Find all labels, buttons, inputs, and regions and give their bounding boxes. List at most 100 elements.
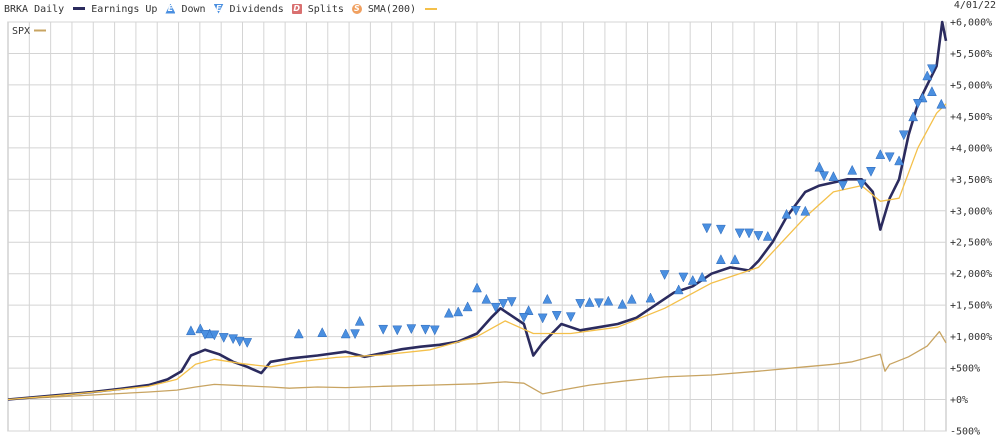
earnings-up-marker (908, 111, 919, 122)
earnings-down-marker (242, 338, 253, 348)
legend-sma: SMA(200) (368, 4, 438, 15)
y-tick-label: +5,000% (950, 80, 992, 91)
earnings-down-marker (234, 336, 245, 347)
earnings-down-marker (837, 180, 848, 191)
earnings-down-marker (565, 312, 576, 323)
earnings-down-marker (490, 302, 501, 313)
brka-line-swatch (73, 7, 86, 10)
earnings-down-marker (927, 64, 937, 75)
earnings-up-marker (186, 325, 196, 336)
earnings-down-marker (715, 224, 726, 235)
y-tick-label: +5,500% (950, 49, 992, 60)
earnings-up-marker (800, 205, 811, 216)
y-tick-label: +2,000% (950, 269, 992, 280)
earnings-up-marker (697, 271, 708, 282)
y-tick-label: +4,500% (950, 112, 992, 123)
earnings-down-marker (912, 99, 923, 109)
y-tick-label: +6,000% (950, 18, 992, 29)
legend-dividends: Dividends D (229, 3, 302, 15)
earnings-down-marker (884, 152, 895, 163)
earnings-up-marker (603, 295, 614, 306)
earnings-down-marker (350, 329, 360, 340)
earnings-up-marker (894, 155, 905, 166)
earnings-up-marker (453, 306, 464, 317)
sma-line-swatch (425, 7, 438, 10)
earnings-up-marker (715, 254, 726, 264)
earnings-up-marker (927, 86, 937, 96)
earnings-up-marker (293, 328, 304, 339)
earnings-up-marker (443, 307, 454, 318)
earnings-down-marker (551, 311, 562, 321)
legend-splits: Splits S (308, 3, 362, 15)
y-tick-label: +3,000% (950, 206, 992, 217)
earnings-down-marker (498, 299, 509, 309)
earnings-down-marker (209, 330, 220, 341)
y-tick-label: +0% (950, 395, 968, 406)
earnings-up-marker (762, 230, 773, 241)
earnings-up-marker (626, 293, 637, 304)
earnings-down-marker (791, 206, 801, 216)
y-tick-label: +3,500% (950, 175, 992, 186)
earnings-up-marker (936, 98, 947, 109)
earnings-down-marker (866, 167, 876, 177)
earnings-up-icon: E (165, 3, 176, 14)
earnings-down-marker (420, 324, 431, 335)
earnings-down-marker (701, 223, 712, 234)
earnings-down-marker (575, 299, 586, 309)
earnings-down-marker (744, 228, 754, 239)
earnings-up-marker (781, 208, 792, 219)
earnings-down-marker (753, 231, 764, 241)
earnings-down-marker (594, 298, 604, 309)
earnings-up-marker (617, 298, 628, 309)
earnings-down-marker (537, 313, 548, 324)
earnings-up-marker (730, 254, 740, 264)
earnings-down-marker (518, 312, 529, 323)
earnings-up-marker (673, 284, 684, 295)
y-tick-label: +500% (950, 364, 980, 375)
earnings-up-marker (523, 305, 534, 315)
compare-label: SPX (12, 26, 30, 37)
earnings-up-marker (875, 149, 886, 159)
chart-date: 4/01/22 (953, 0, 996, 11)
y-tick-label: +2,500% (950, 238, 992, 249)
earnings-up-marker (847, 164, 858, 175)
legend-down: Down E (181, 3, 224, 15)
earnings-down-marker (678, 272, 689, 283)
split-icon: S (351, 3, 362, 14)
earnings-up-marker (317, 327, 328, 337)
series-line-spx (7, 330, 947, 401)
earnings-down-marker (228, 334, 239, 345)
chart-legend: BRKA Daily Earnings Up E Down E Dividends D… (4, 0, 443, 18)
earnings-down-marker (856, 179, 867, 190)
legend-earnings: Earnings Up E (91, 3, 176, 15)
earnings-down-marker (218, 333, 229, 343)
earnings-down-marker (898, 130, 909, 141)
earnings-up-marker (814, 161, 825, 172)
earnings-down-marker (734, 228, 745, 239)
earnings-down-marker (506, 297, 517, 308)
earnings-up-marker (542, 293, 553, 304)
y-tick-label: -500% (950, 427, 980, 436)
earnings-up-marker (340, 328, 351, 339)
y-tick-label: +1,000% (950, 332, 992, 343)
earnings-down-marker (378, 324, 389, 335)
dividend-icon: D (291, 3, 302, 14)
y-tick-label: +4,000% (950, 143, 992, 154)
earnings-up-marker (584, 296, 595, 307)
earnings-up-marker (481, 293, 492, 304)
earnings-up-marker (687, 274, 698, 285)
earnings-up-marker (922, 70, 933, 81)
earnings-down-marker (200, 329, 210, 340)
earnings-down-marker (392, 325, 403, 336)
earnings-down-marker (429, 325, 440, 336)
earnings-up-marker (462, 301, 473, 312)
series-line-sma-200- (7, 103, 947, 401)
earnings-down-marker (659, 270, 670, 281)
earnings-up-marker (645, 292, 656, 303)
earnings-down-marker (819, 171, 829, 182)
earnings-up-marker (354, 315, 365, 326)
legend-brka: BRKA Daily (4, 4, 86, 15)
earnings-up-marker (828, 171, 839, 181)
earnings-up-marker (472, 282, 482, 293)
